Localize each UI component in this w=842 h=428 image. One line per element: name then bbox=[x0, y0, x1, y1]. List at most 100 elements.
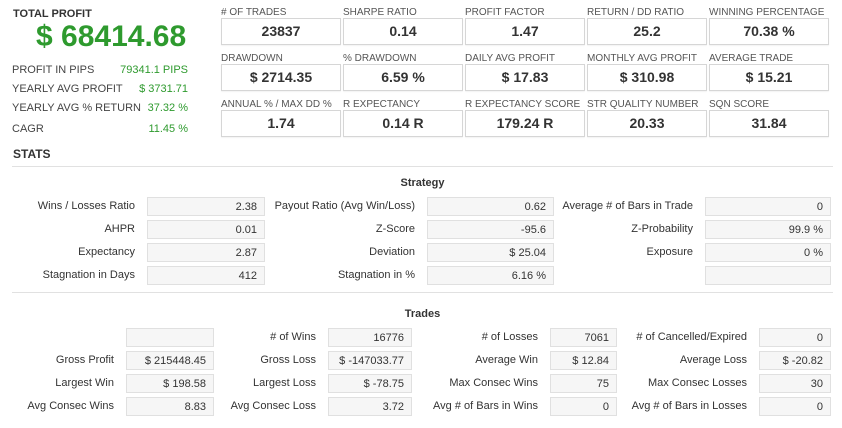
metric-label: AVERAGE TRADE bbox=[709, 53, 794, 64]
metric-label: ANNUAL % / MAX DD % bbox=[221, 99, 332, 110]
summary-row: YEARLY AVG PROFIT $ 3731.71 bbox=[12, 83, 188, 95]
metric-label: R EXPECTANCY bbox=[343, 99, 421, 110]
trade-label: Avg # of Bars in Wins bbox=[433, 400, 538, 412]
stat-label: Average # of Bars in Trade bbox=[562, 200, 693, 212]
metric-label: R EXPECTANCY SCORE bbox=[465, 99, 581, 110]
metric-label: # OF TRADES bbox=[221, 7, 287, 18]
trade-label: Avg Consec Loss bbox=[230, 400, 316, 412]
stat-label: Payout Ratio (Avg Win/Loss) bbox=[274, 200, 415, 212]
metric-value: 25.2 bbox=[587, 18, 707, 45]
stat-value bbox=[705, 266, 831, 285]
stats-title: STATS bbox=[13, 147, 51, 161]
metric-label: DRAWDOWN bbox=[221, 53, 283, 64]
metric-value: 1.74 bbox=[221, 110, 341, 137]
metric-label: RETURN / DD RATIO bbox=[587, 7, 685, 18]
trade-value: 0 bbox=[550, 397, 617, 416]
stat-value: 0 % bbox=[705, 243, 831, 262]
trade-label: Gross Profit bbox=[55, 354, 114, 366]
summary-label: YEARLY AVG % RETURN bbox=[12, 102, 141, 114]
stat-label: Expectancy bbox=[78, 246, 135, 258]
trade-value: $ 198.58 bbox=[126, 374, 214, 393]
stat-value: 99.9 % bbox=[705, 220, 831, 239]
summary-row: PROFIT IN PIPS 79341.1 PIPS bbox=[12, 64, 188, 76]
summary-value: 79341.1 PIPS bbox=[120, 64, 188, 76]
trade-value: $ -20.82 bbox=[759, 351, 831, 370]
trade-label: Largest Win bbox=[55, 377, 114, 389]
stats-divider bbox=[12, 166, 833, 167]
stat-label: Deviation bbox=[369, 246, 415, 258]
stat-value: 0.62 bbox=[427, 197, 554, 216]
summary-row: CAGR 11.45 % bbox=[12, 123, 188, 135]
metric-label: MONTHLY AVG PROFIT bbox=[587, 53, 698, 64]
trade-label: # of Cancelled/Expired bbox=[636, 331, 747, 343]
stat-label: Z-Probability bbox=[631, 223, 693, 235]
trade-value: 7061 bbox=[550, 328, 617, 347]
trade-label: Largest Loss bbox=[253, 377, 316, 389]
trade-value: 30 bbox=[759, 374, 831, 393]
summary-label: CAGR bbox=[12, 123, 44, 135]
trade-label: Avg Consec Wins bbox=[27, 400, 114, 412]
stat-label: Stagnation in % bbox=[337, 269, 415, 281]
trade-label: Avg # of Bars in Losses bbox=[631, 400, 747, 412]
trade-value: 0 bbox=[759, 328, 831, 347]
trade-value: $ 12.84 bbox=[550, 351, 617, 370]
stat-label: Wins / Losses Ratio bbox=[37, 200, 135, 212]
metric-value: 0.14 R bbox=[343, 110, 463, 137]
summary-row: YEARLY AVG % RETURN 37.32 % bbox=[12, 102, 188, 114]
stat-label: Z-Score bbox=[375, 223, 415, 235]
stat-value: 6.16 % bbox=[427, 266, 554, 285]
stat-value: 0 bbox=[705, 197, 831, 216]
summary-value: 37.32 % bbox=[147, 102, 188, 114]
metric-label: PROFIT FACTOR bbox=[465, 7, 545, 18]
stat-value: -95.6 bbox=[427, 220, 554, 239]
trades-title: Trades bbox=[404, 308, 441, 320]
metric-value: $ 15.21 bbox=[709, 64, 829, 91]
summary-value: 11.45 % bbox=[148, 123, 188, 135]
trade-label: Average Win bbox=[475, 354, 538, 366]
trade-value: 16776 bbox=[328, 328, 412, 347]
trade-value bbox=[126, 328, 214, 347]
metric-value: $ 310.98 bbox=[587, 64, 707, 91]
trade-label: Gross Loss bbox=[260, 354, 316, 366]
stat-value: 0.01 bbox=[147, 220, 265, 239]
metric-label: SHARPE RATIO bbox=[343, 7, 417, 18]
stat-value: 2.87 bbox=[147, 243, 265, 262]
trade-label: # of Losses bbox=[481, 331, 538, 343]
total-profit-value: $ 68414.68 bbox=[36, 20, 187, 53]
trade-value: $ 215448.45 bbox=[126, 351, 214, 370]
summary-label: YEARLY AVG PROFIT bbox=[12, 83, 123, 95]
trade-value: $ -147033.77 bbox=[328, 351, 412, 370]
metric-value: 23837 bbox=[221, 18, 341, 45]
trade-value: 3.72 bbox=[328, 397, 412, 416]
stat-label: AHPR bbox=[104, 223, 135, 235]
metric-value: $ 17.83 bbox=[465, 64, 585, 91]
metric-value: 31.84 bbox=[709, 110, 829, 137]
trade-value: 8.83 bbox=[126, 397, 214, 416]
metric-label: SQN SCORE bbox=[709, 99, 770, 110]
trade-label: Max Consec Losses bbox=[647, 377, 747, 389]
trade-value: $ -78.75 bbox=[328, 374, 412, 393]
summary-label: PROFIT IN PIPS bbox=[12, 64, 95, 76]
metric-value: 179.24 R bbox=[465, 110, 585, 137]
stat-value: $ 25.04 bbox=[427, 243, 554, 262]
metric-label: DAILY AVG PROFIT bbox=[465, 53, 556, 64]
strategy-title: Strategy bbox=[400, 177, 445, 189]
trade-value: 75 bbox=[550, 374, 617, 393]
trade-value: 0 bbox=[759, 397, 831, 416]
metric-label: STR QUALITY NUMBER bbox=[587, 99, 699, 110]
trades-divider bbox=[12, 292, 833, 293]
metric-value: 0.14 bbox=[343, 18, 463, 45]
trade-label: Average Loss bbox=[679, 354, 747, 366]
metric-value: 20.33 bbox=[587, 110, 707, 137]
metric-label: % DRAWDOWN bbox=[343, 53, 417, 64]
stat-value: 2.38 bbox=[147, 197, 265, 216]
summary-value: $ 3731.71 bbox=[139, 83, 188, 95]
total-profit-caption: TOTAL PROFIT bbox=[13, 8, 92, 20]
trade-label: # of Wins bbox=[270, 331, 316, 343]
metric-label: WINNING PERCENTAGE bbox=[709, 7, 825, 18]
stat-label: Exposure bbox=[646, 246, 693, 258]
metric-value: 6.59 % bbox=[343, 64, 463, 91]
metric-value: 70.38 % bbox=[709, 18, 829, 45]
stat-label: Stagnation in Days bbox=[42, 269, 135, 281]
stat-value: 412 bbox=[147, 266, 265, 285]
